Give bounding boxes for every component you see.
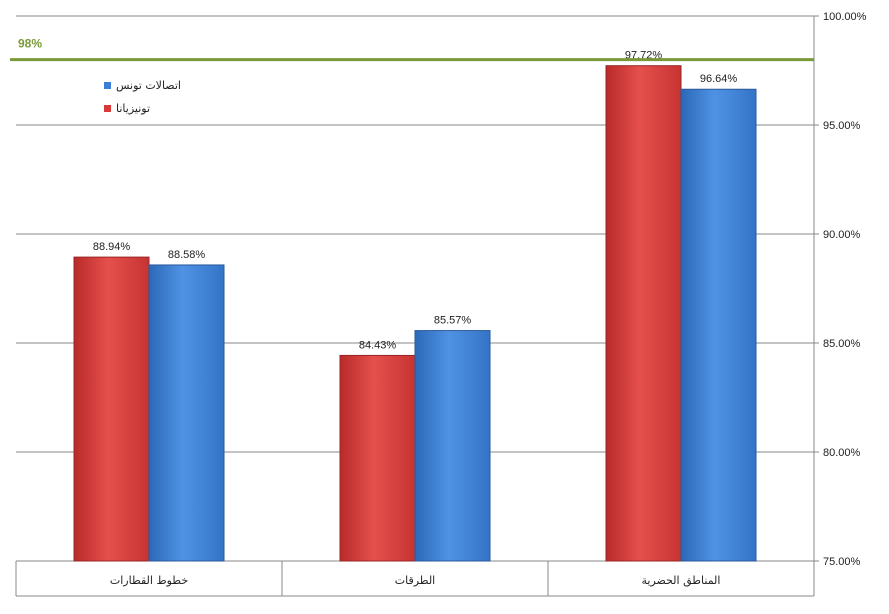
bars: [73, 65, 757, 562]
y-tick-label: 80.00%: [823, 447, 861, 459]
category-label: الطرقات: [395, 574, 435, 587]
y-tick-label: 85.00%: [823, 338, 861, 350]
target-line-group: 98%: [10, 37, 814, 62]
bar-value-label: 85.57%: [434, 315, 472, 327]
legend-label-etisalat: اتصالات تونس: [116, 79, 181, 92]
bar: [680, 88, 757, 562]
bar: [73, 256, 150, 562]
legend-swatch-tunisiana: [104, 105, 111, 112]
bar-value-label: 96.64%: [700, 73, 738, 85]
bar-value-label: 84.43%: [359, 339, 397, 351]
legend-swatch-etisalat: [104, 82, 111, 89]
legend-label-tunisiana: تونيزيانا: [116, 102, 150, 115]
category-label: المناطق الحضرية: [642, 574, 721, 588]
legend: اتصالات تونس تونيزيانا: [104, 79, 181, 115]
category-label: خطوط القطارات: [110, 574, 188, 587]
y-tick-label: 90.00%: [823, 229, 861, 241]
bar: [605, 65, 682, 562]
bar-value-label: 88.58%: [168, 249, 206, 261]
bar: [148, 264, 225, 562]
bar: [414, 330, 491, 562]
y-tick-label: 100.00%: [823, 11, 867, 23]
bar: [339, 354, 416, 562]
bar-value-label: 88.94%: [93, 241, 131, 253]
y-tick-label: 75.00%: [823, 556, 861, 568]
target-line-label: 98%: [18, 37, 42, 51]
y-tick-label: 95.00%: [823, 120, 861, 132]
